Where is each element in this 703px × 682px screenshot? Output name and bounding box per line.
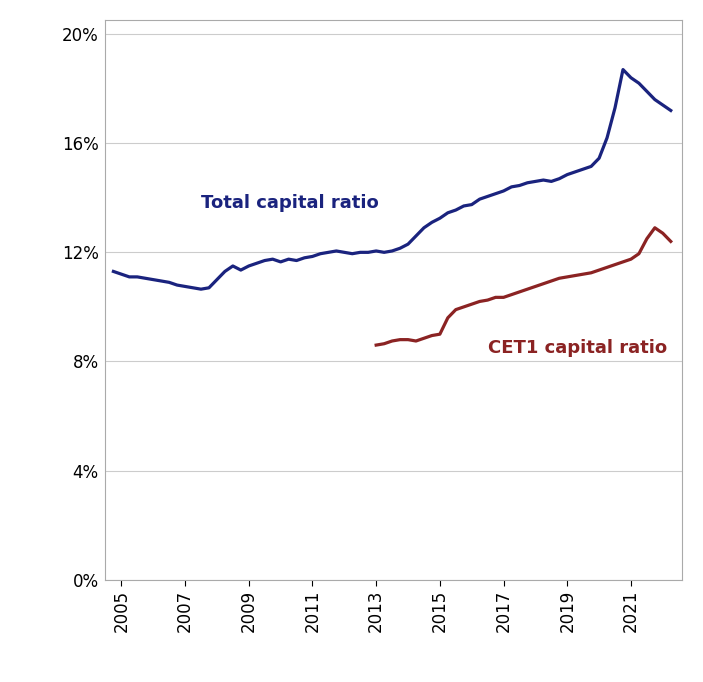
Text: CET1 capital ratio: CET1 capital ratio bbox=[488, 339, 666, 357]
Text: Total capital ratio: Total capital ratio bbox=[201, 194, 379, 212]
